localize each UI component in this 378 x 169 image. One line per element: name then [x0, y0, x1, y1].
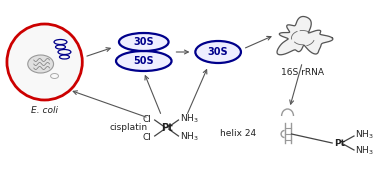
- Text: NH$_3$: NH$_3$: [180, 113, 199, 125]
- Ellipse shape: [116, 51, 172, 71]
- Text: 30S: 30S: [133, 37, 154, 47]
- Ellipse shape: [195, 41, 241, 63]
- Text: 30S: 30S: [208, 47, 228, 57]
- Circle shape: [7, 24, 82, 100]
- Polygon shape: [277, 17, 333, 55]
- Ellipse shape: [119, 33, 169, 51]
- Text: 16S rRNA: 16S rRNA: [281, 68, 324, 77]
- Text: NH$_3$: NH$_3$: [355, 129, 374, 141]
- Text: Cl: Cl: [143, 132, 152, 141]
- Text: helix 24: helix 24: [220, 128, 256, 138]
- Text: E. coli: E. coli: [31, 106, 58, 115]
- Text: cisplatin: cisplatin: [110, 124, 148, 132]
- Text: Pt: Pt: [335, 139, 345, 148]
- Text: Cl: Cl: [143, 115, 152, 124]
- Text: NH$_3$: NH$_3$: [180, 131, 199, 143]
- Text: NH$_3$: NH$_3$: [355, 145, 374, 157]
- Ellipse shape: [28, 55, 54, 73]
- Text: 50S: 50S: [133, 56, 154, 66]
- Text: Pt: Pt: [161, 123, 172, 133]
